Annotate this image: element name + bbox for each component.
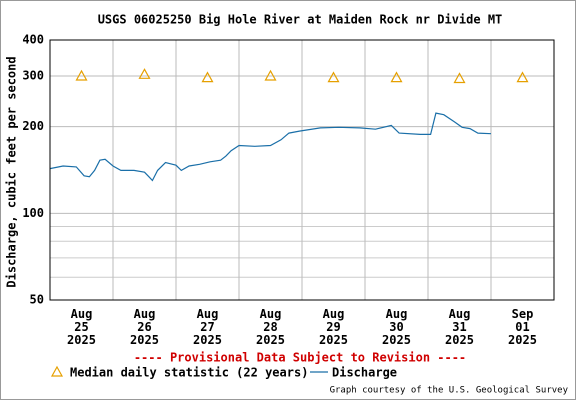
median-marker: [201, 71, 214, 83]
median-marker: [138, 68, 151, 79]
y-tick-label: 200: [22, 119, 44, 133]
legend-label: Discharge: [332, 366, 397, 380]
legend-marker: [50, 365, 64, 377]
credit: Graph courtesy of the U.S. Geological Su…: [330, 386, 569, 396]
y-tick-label: 100: [22, 206, 44, 220]
chart-title: USGS 06025250 Big Hole River at Maiden R…: [98, 13, 503, 27]
median-marker: [390, 71, 403, 83]
y-tick-label: 50: [30, 293, 44, 307]
median-marker: [327, 71, 340, 83]
median-marker: [75, 69, 88, 81]
x-tick-label: Aug 29 2025: [319, 307, 348, 347]
discharge-line: [49, 112, 492, 182]
y-axis-label: Discharge, cubic feet per second: [5, 56, 19, 287]
x-tick-label: Aug 28 2025: [256, 307, 285, 347]
x-tick-label: Aug 27 2025: [193, 307, 222, 347]
y-tick-label: 300: [22, 68, 44, 82]
median-marker: [264, 69, 277, 81]
x-tick-label: Aug 31 2025: [445, 307, 474, 347]
x-tick-label: Aug 30 2025: [382, 307, 411, 347]
y-tick-label: 400: [22, 33, 44, 47]
x-tick-label: Aug 26 2025: [130, 307, 159, 347]
marks: [49, 68, 529, 182]
provisional-note: ---- Provisional Data Subject to Revisio…: [134, 351, 466, 365]
median-marker: [453, 72, 466, 84]
x-tick-label: Sep 01 2025: [508, 307, 537, 347]
legend-label: Median daily statistic (22 years): [70, 366, 308, 380]
median-marker: [516, 71, 529, 83]
x-tick-label: Aug 25 2025: [67, 307, 96, 347]
plot-frame: [49, 39, 555, 301]
